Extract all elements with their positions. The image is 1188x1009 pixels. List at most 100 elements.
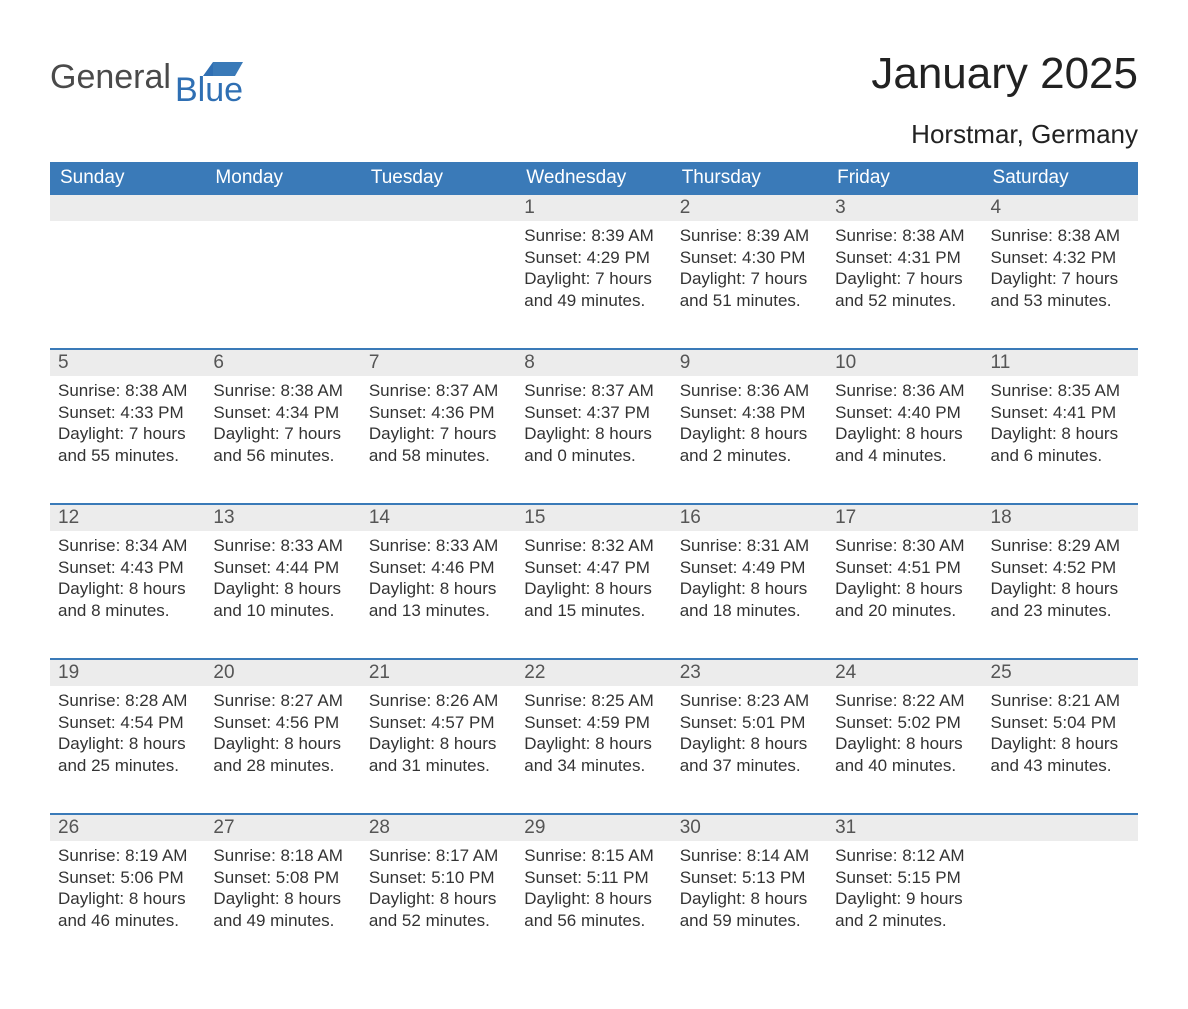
day-number-cell: 16 <box>672 504 827 531</box>
day-number-cell: 29 <box>516 814 671 841</box>
weekday-header: Sunday <box>50 162 205 195</box>
day-line: Daylight: 8 hours and 37 minutes. <box>680 733 819 777</box>
day-line: Sunrise: 8:36 AM <box>680 380 819 402</box>
day-content-cell: Sunrise: 8:28 AMSunset: 4:54 PMDaylight:… <box>50 686 205 814</box>
weekday-header: Thursday <box>672 162 827 195</box>
day-line: Daylight: 8 hours and 0 minutes. <box>524 423 663 467</box>
day-line: Daylight: 8 hours and 28 minutes. <box>213 733 352 777</box>
day-line: Daylight: 8 hours and 59 minutes. <box>680 888 819 932</box>
day-line: Sunset: 5:08 PM <box>213 867 352 889</box>
day-line: Sunset: 4:37 PM <box>524 402 663 424</box>
day-line: Sunrise: 8:34 AM <box>58 535 197 557</box>
day-line: Sunrise: 8:18 AM <box>213 845 352 867</box>
location-label: Horstmar, Germany <box>50 119 1138 150</box>
day-line: Sunrise: 8:22 AM <box>835 690 974 712</box>
day-number-cell: 24 <box>827 659 982 686</box>
calendar-body: 1234Sunrise: 8:39 AMSunset: 4:29 PMDayli… <box>50 195 1138 969</box>
day-line: Sunrise: 8:26 AM <box>369 690 508 712</box>
day-line: Sunset: 4:57 PM <box>369 712 508 734</box>
day-line: Sunrise: 8:38 AM <box>835 225 974 247</box>
day-line: Sunrise: 8:33 AM <box>369 535 508 557</box>
day-line: Daylight: 8 hours and 31 minutes. <box>369 733 508 777</box>
weekday-header: Tuesday <box>361 162 516 195</box>
day-content-cell: Sunrise: 8:34 AMSunset: 4:43 PMDaylight:… <box>50 531 205 659</box>
day-line: Sunrise: 8:33 AM <box>213 535 352 557</box>
day-line: Sunset: 4:34 PM <box>213 402 352 424</box>
day-content-cell: Sunrise: 8:32 AMSunset: 4:47 PMDaylight:… <box>516 531 671 659</box>
calendar-head: SundayMondayTuesdayWednesdayThursdayFrid… <box>50 162 1138 195</box>
day-number-cell: 1 <box>516 195 671 221</box>
day-line: Sunset: 4:56 PM <box>213 712 352 734</box>
day-content-row: Sunrise: 8:39 AMSunset: 4:29 PMDaylight:… <box>50 221 1138 349</box>
day-line: Daylight: 8 hours and 15 minutes. <box>524 578 663 622</box>
day-line: Sunset: 4:29 PM <box>524 247 663 269</box>
day-number-cell: 9 <box>672 349 827 376</box>
day-line: Daylight: 8 hours and 52 minutes. <box>369 888 508 932</box>
calendar-table: SundayMondayTuesdayWednesdayThursdayFrid… <box>50 162 1138 969</box>
day-line: Daylight: 8 hours and 43 minutes. <box>991 733 1130 777</box>
day-line: Sunset: 4:46 PM <box>369 557 508 579</box>
day-line: Sunset: 4:32 PM <box>991 247 1130 269</box>
logo-text-general: General <box>50 60 171 94</box>
weekday-row: SundayMondayTuesdayWednesdayThursdayFrid… <box>50 162 1138 195</box>
day-line: Daylight: 8 hours and 56 minutes. <box>524 888 663 932</box>
header: General Blue January 2025 <box>50 50 1138 105</box>
day-line: Daylight: 8 hours and 10 minutes. <box>213 578 352 622</box>
day-line: Sunrise: 8:30 AM <box>835 535 974 557</box>
day-number-cell: 13 <box>205 504 360 531</box>
day-number-cell: 25 <box>983 659 1138 686</box>
day-line: Sunset: 5:10 PM <box>369 867 508 889</box>
day-content-cell: Sunrise: 8:26 AMSunset: 4:57 PMDaylight:… <box>361 686 516 814</box>
day-content-cell: Sunrise: 8:23 AMSunset: 5:01 PMDaylight:… <box>672 686 827 814</box>
day-line: Sunset: 4:52 PM <box>991 557 1130 579</box>
day-line: Daylight: 8 hours and 25 minutes. <box>58 733 197 777</box>
day-content-cell: Sunrise: 8:37 AMSunset: 4:36 PMDaylight:… <box>361 376 516 504</box>
day-line: Sunset: 4:49 PM <box>680 557 819 579</box>
day-line: Sunset: 4:40 PM <box>835 402 974 424</box>
day-line: Sunrise: 8:15 AM <box>524 845 663 867</box>
day-content-cell: Sunrise: 8:37 AMSunset: 4:37 PMDaylight:… <box>516 376 671 504</box>
day-line: Sunrise: 8:19 AM <box>58 845 197 867</box>
day-line: Sunset: 5:04 PM <box>991 712 1130 734</box>
weekday-header: Wednesday <box>516 162 671 195</box>
brand-logo: General Blue <box>50 50 243 105</box>
day-line: Sunrise: 8:23 AM <box>680 690 819 712</box>
day-content-row: Sunrise: 8:19 AMSunset: 5:06 PM Daylight:… <box>50 841 1138 969</box>
day-line: Sunset: 4:47 PM <box>524 557 663 579</box>
day-line: Daylight: 8 hours and 23 minutes. <box>991 578 1130 622</box>
day-line: Sunset: 4:43 PM <box>58 557 197 579</box>
day-content-cell: Sunrise: 8:14 AMSunset: 5:13 PMDaylight:… <box>672 841 827 969</box>
day-number-cell: 22 <box>516 659 671 686</box>
day-content-cell: Sunrise: 8:33 AMSunset: 4:46 PMDaylight:… <box>361 531 516 659</box>
day-number-cell <box>50 195 205 221</box>
day-line: Sunrise: 8:21 AM <box>991 690 1130 712</box>
day-content-cell: Sunrise: 8:27 AMSunset: 4:56 PMDaylight:… <box>205 686 360 814</box>
day-line: Sunrise: 8:28 AM <box>58 690 197 712</box>
day-line: Daylight: 8 hours and 34 minutes. <box>524 733 663 777</box>
day-content-cell: Sunrise: 8:39 AMSunset: 4:29 PMDaylight:… <box>516 221 671 349</box>
day-line: Sunset: 5:13 PM <box>680 867 819 889</box>
title-block: January 2025 <box>871 50 1138 98</box>
day-line: Daylight: 8 hours and 18 minutes. <box>680 578 819 622</box>
day-line: Sunset: 4:38 PM <box>680 402 819 424</box>
day-content-cell <box>983 841 1138 969</box>
day-line: Daylight: 7 hours and 55 minutes. <box>58 423 197 467</box>
day-content-cell: Sunrise: 8:21 AMSunset: 5:04 PMDaylight:… <box>983 686 1138 814</box>
day-line: Sunrise: 8:27 AM <box>213 690 352 712</box>
day-number-cell: 14 <box>361 504 516 531</box>
day-line: Daylight: 7 hours and 49 minutes. <box>524 268 663 312</box>
calendar-page: General Blue January 2025 Horstmar, Germ… <box>0 0 1188 1009</box>
day-content-cell: Sunrise: 8:31 AMSunset: 4:49 PMDaylight:… <box>672 531 827 659</box>
day-line: Sunset: 4:54 PM <box>58 712 197 734</box>
day-line: Daylight: 8 hours and 40 minutes. <box>835 733 974 777</box>
day-line: Daylight: 8 hours and 2 minutes. <box>680 423 819 467</box>
day-line: Sunrise: 8:38 AM <box>58 380 197 402</box>
day-line: Daylight: 7 hours and 56 minutes. <box>213 423 352 467</box>
day-line: Daylight: 8 hours and 6 minutes. <box>991 423 1130 467</box>
day-line: Sunset: 5:06 PM <box>58 867 197 889</box>
day-content-row: Sunrise: 8:34 AMSunset: 4:43 PM Daylight:… <box>50 531 1138 659</box>
day-number-cell: 18 <box>983 504 1138 531</box>
day-number-cell: 5 <box>50 349 205 376</box>
day-line: Daylight: 7 hours and 58 minutes. <box>369 423 508 467</box>
day-number-cell: 31 <box>827 814 982 841</box>
